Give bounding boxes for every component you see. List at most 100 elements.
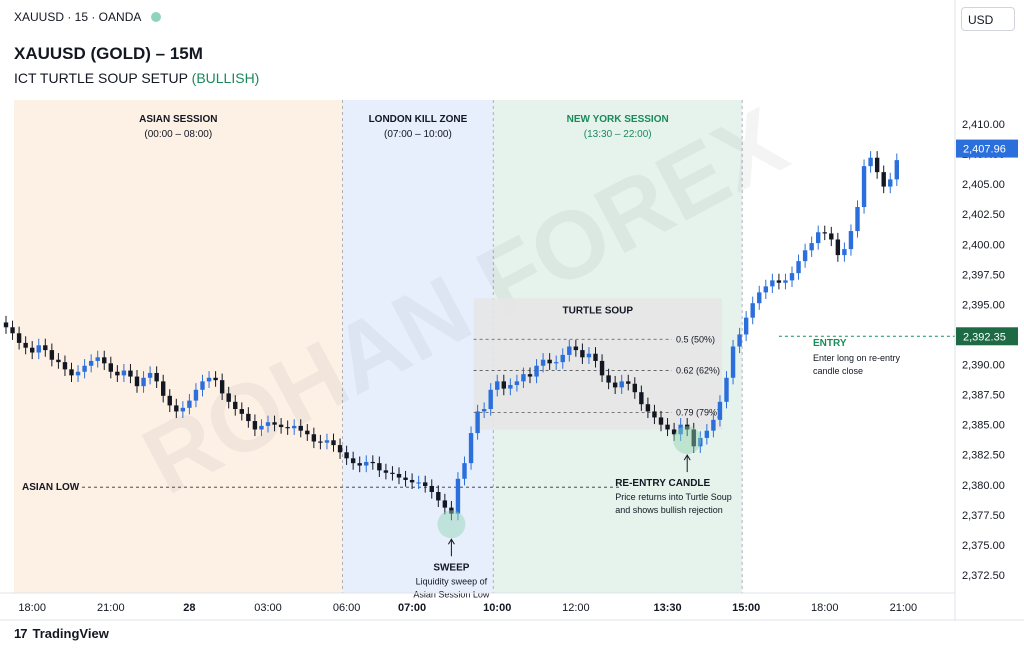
candle-body (193, 389, 199, 401)
candle-body (652, 411, 657, 418)
candle-body (285, 427, 290, 429)
candle-body (737, 334, 742, 347)
candle-body (586, 353, 592, 358)
candle-body (357, 463, 362, 466)
candle-body (724, 377, 729, 402)
candle-body (829, 233, 834, 240)
x-tick-label: 28 (183, 602, 195, 614)
candle-body (743, 317, 749, 335)
candle-body (776, 280, 782, 283)
candle-body (344, 452, 349, 459)
candle-body (698, 437, 703, 447)
candle-body (534, 365, 539, 377)
annotation-title: SWEEP (433, 562, 469, 573)
candle-body (835, 239, 841, 256)
candle-body (396, 473, 402, 478)
candle-body (403, 477, 408, 480)
chart-subtitle: ICT TURTLE SOUP SETUP (BULLISH) (14, 70, 259, 86)
candle-body (521, 374, 526, 382)
session-label: NEW YORK SESSION (567, 114, 669, 125)
candle-body (200, 381, 205, 390)
candle-body (259, 425, 264, 430)
candle-body (894, 160, 899, 180)
candle-body (292, 425, 297, 429)
candle-body (16, 333, 22, 343)
session-bg-1 (342, 100, 494, 593)
candle-body (658, 417, 664, 425)
candle-body (23, 342, 28, 348)
candle-body (770, 280, 775, 287)
session-label: ASIAN SESSION (139, 114, 217, 125)
candle-body (802, 250, 808, 262)
highlight-circle (437, 510, 466, 539)
entry-price-label: 2,392.35 (963, 331, 1006, 343)
candle-body (115, 371, 120, 376)
session-label: LONDON KILL ZONE (369, 114, 468, 125)
candle-body (809, 243, 814, 251)
symbol-info[interactable]: XAUUSD · 15 · OANDA (14, 10, 162, 24)
candle-body (442, 500, 448, 508)
x-tick-label: 18:00 (18, 602, 46, 614)
candle-body (704, 430, 710, 438)
candle-body (337, 445, 343, 453)
session-bg-0 (14, 100, 343, 593)
candle-body (233, 401, 238, 410)
candle-body (495, 381, 500, 390)
candle-body (462, 463, 467, 479)
candle-body (213, 377, 218, 381)
y-tick-label: 2,390.00 (962, 360, 1005, 372)
candle-body (540, 359, 546, 366)
tradingview-brand[interactable]: 17 TradingView (14, 626, 109, 641)
candle-body (573, 346, 579, 351)
turtle-soup-label: TURTLE SOUP (562, 305, 633, 316)
x-tick-label: 21:00 (97, 602, 125, 614)
candle-body (527, 374, 533, 377)
last-price-label: 2,407.96 (963, 144, 1006, 156)
candle-body (364, 461, 369, 466)
turtle-soup-zone (473, 298, 722, 430)
candle-body (298, 425, 303, 431)
subtitle-bias: (BULLISH) (191, 70, 260, 86)
candle-body (449, 507, 454, 514)
y-tick-label: 2,377.50 (962, 510, 1005, 522)
candle-body (842, 249, 847, 256)
candle-body (30, 347, 35, 353)
candle-body (436, 491, 441, 501)
candle-body (409, 479, 415, 483)
candle-body (383, 470, 389, 473)
candle-body (141, 377, 146, 387)
candle-body (174, 405, 179, 412)
candle-body (619, 381, 624, 388)
x-tick-label: 21:00 (890, 602, 918, 614)
y-tick-label: 2,402.50 (962, 209, 1005, 221)
candle-body (750, 303, 755, 318)
candle-body (180, 407, 186, 412)
annotation-line: and shows bullish rejection (615, 505, 723, 515)
currency-button[interactable]: USD (961, 7, 1015, 31)
candle-body (69, 369, 74, 376)
candle-body (711, 419, 716, 431)
candle-body (822, 232, 827, 234)
candle-body (226, 393, 231, 402)
candle-body (423, 482, 428, 486)
fib-label: 0.62 (62%) (676, 366, 720, 376)
candle-body (311, 434, 317, 442)
candle-body (816, 232, 821, 244)
candle-body (501, 381, 506, 389)
candle-body (468, 433, 474, 464)
y-tick-label: 2,387.50 (962, 390, 1005, 402)
session-time: (13:30 – 22:00) (584, 129, 652, 140)
candle-body (370, 461, 375, 464)
candle-body (350, 458, 356, 464)
y-tick-label: 2,410.00 (962, 119, 1005, 131)
session-bg-fade (742, 100, 955, 593)
candle-body (147, 372, 153, 378)
session-bg-2 (493, 100, 743, 593)
candle-body (324, 440, 330, 443)
annotation-line: Asian Session Low (413, 589, 490, 599)
annotation-line: Liquidity sweep of (416, 576, 488, 586)
subtitle-main: ICT TURTLE SOUP SETUP (14, 70, 188, 86)
candle-body (626, 381, 631, 384)
candle-body (3, 322, 9, 328)
